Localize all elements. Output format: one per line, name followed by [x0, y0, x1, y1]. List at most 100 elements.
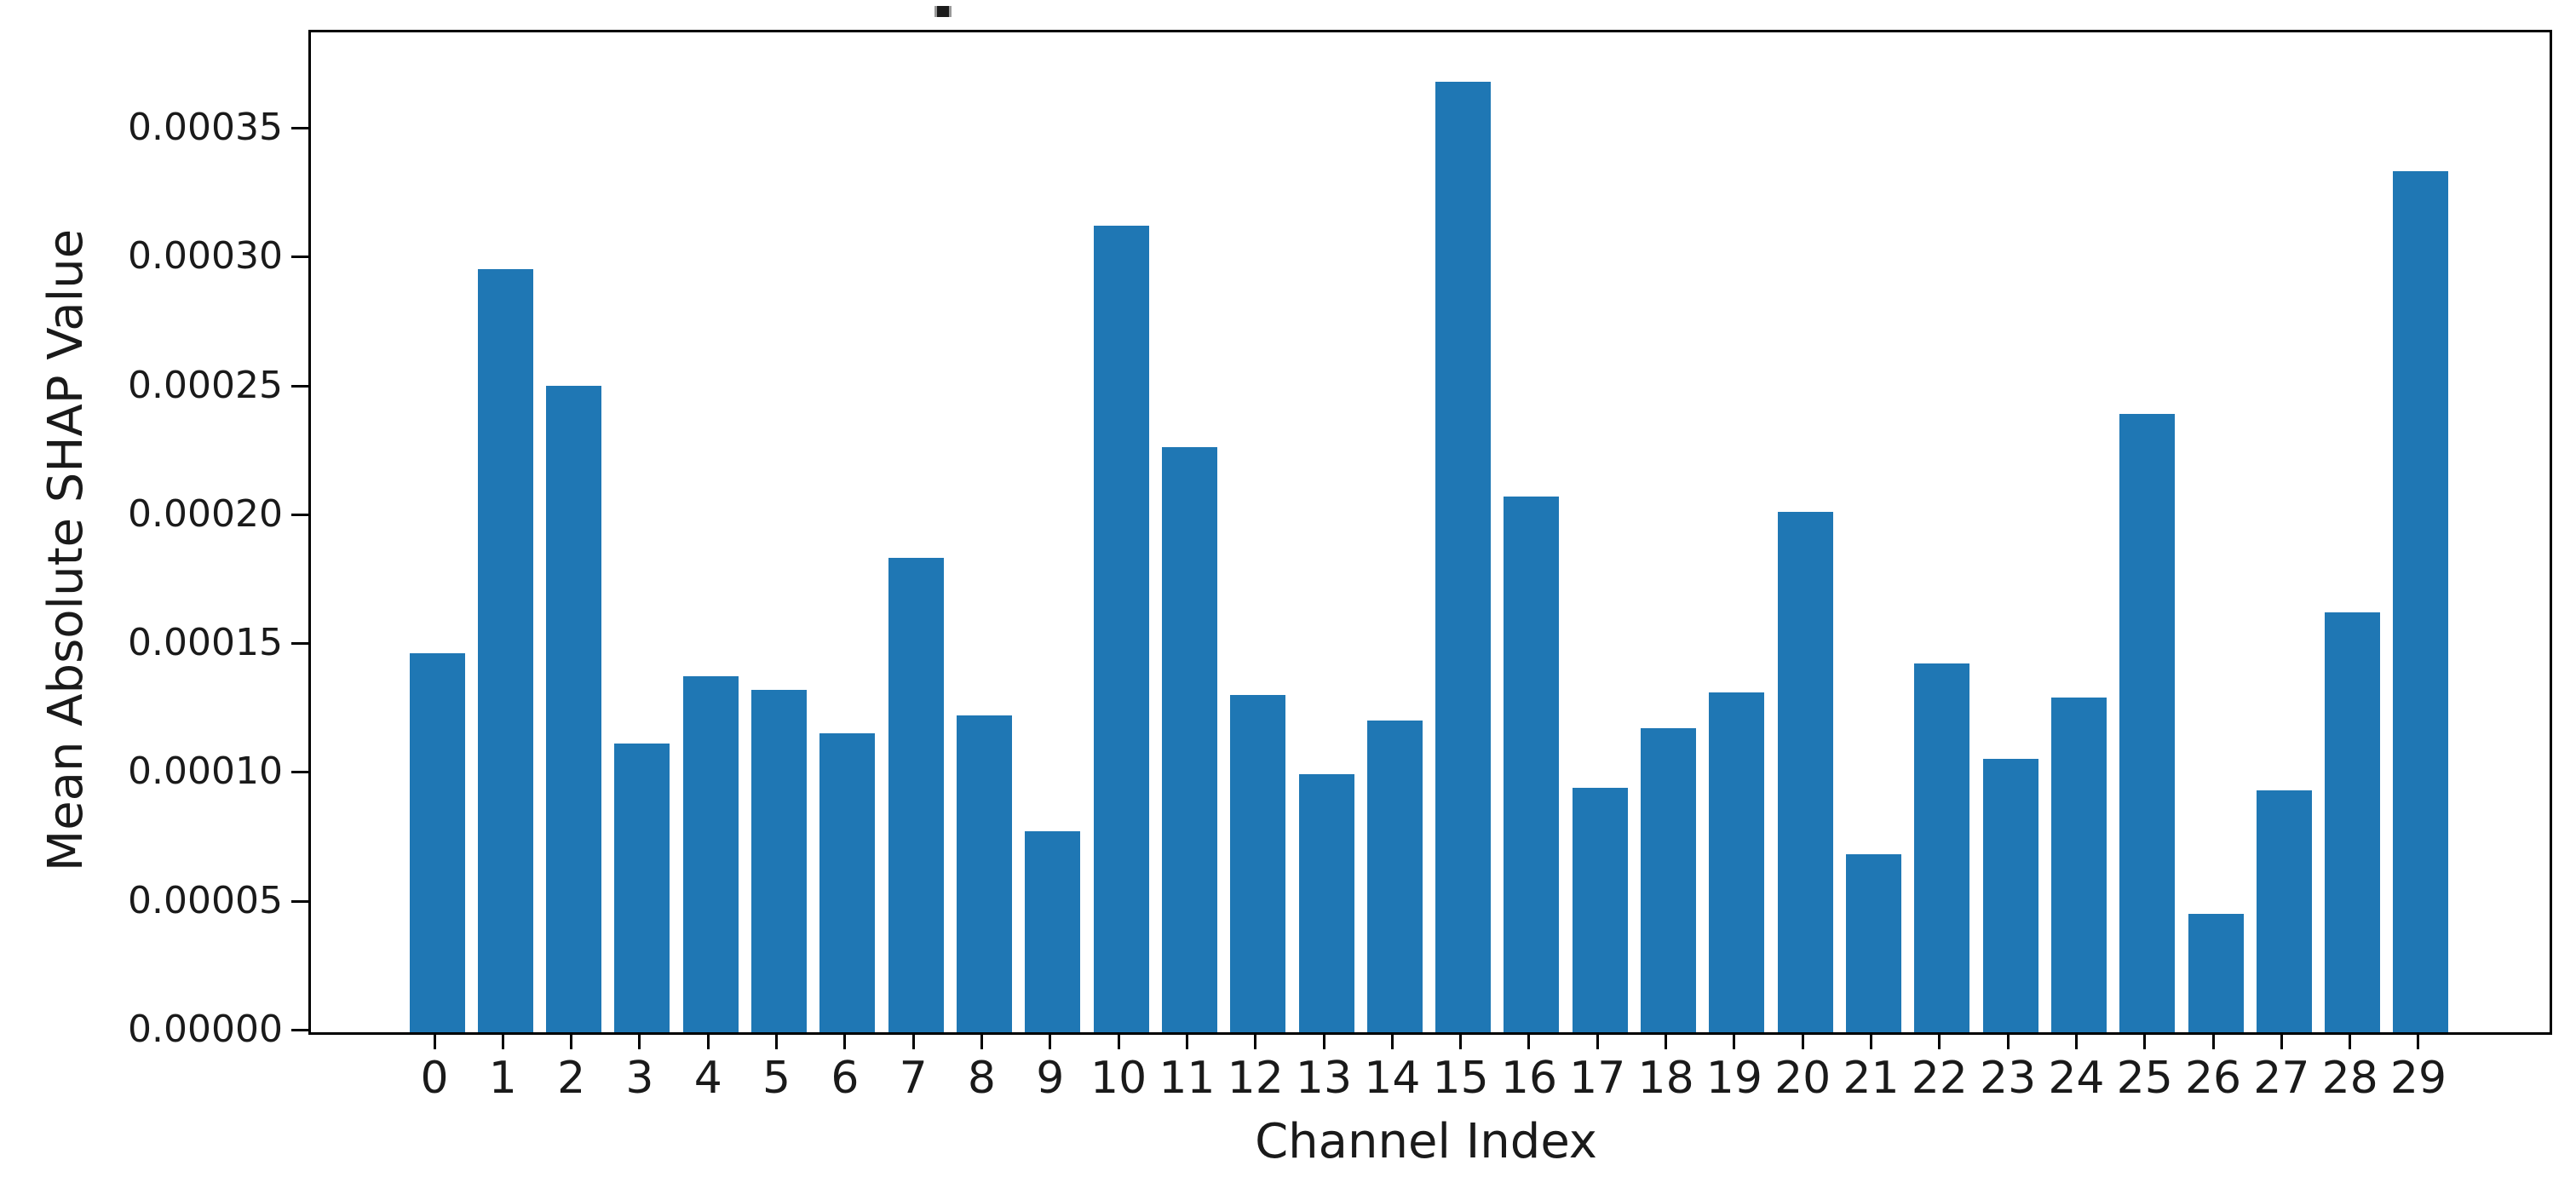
bar-channel-24 [2050, 697, 2107, 1032]
bar-channel-26 [2188, 913, 2244, 1032]
x-tick-label-10: 10 [1090, 1053, 1147, 1104]
x-tick-label-23: 23 [1980, 1053, 2037, 1104]
x-tick-mark [911, 1032, 915, 1049]
bar-channel-1 [477, 269, 533, 1032]
x-tick-mark [1185, 1032, 1188, 1049]
x-tick-mark [1117, 1032, 1120, 1049]
x-tick-label-29: 29 [2389, 1053, 2447, 1104]
x-tick-label-12: 12 [1227, 1053, 1284, 1104]
bar-channel-13 [1298, 774, 1354, 1032]
x-tick-label-0: 0 [420, 1053, 449, 1104]
x-tick-label-20: 20 [1774, 1053, 1831, 1104]
x-tick-label-3: 3 [625, 1053, 654, 1104]
x-tick-label-8: 8 [967, 1053, 997, 1104]
y-tick-mark [291, 642, 308, 646]
x-tick-mark [1665, 1032, 1668, 1049]
x-axis-label: Channel Index [1255, 1114, 1597, 1169]
x-tick-mark [433, 1032, 436, 1049]
bar-channel-23 [1982, 759, 2038, 1032]
x-tick-mark [1733, 1032, 1736, 1049]
x-tick-label-22: 22 [1911, 1053, 1968, 1104]
x-tick-label-28: 28 [2321, 1053, 2378, 1104]
x-tick-label-21: 21 [1843, 1053, 1900, 1104]
y-tick-mark [291, 384, 308, 388]
bar-channel-4 [682, 676, 739, 1032]
x-tick-mark [1596, 1032, 1599, 1049]
x-tick-mark [570, 1032, 573, 1049]
x-tick-mark [501, 1032, 504, 1049]
bar-channel-22 [1914, 663, 1970, 1032]
x-tick-label-25: 25 [2116, 1053, 2173, 1104]
y-tick-label: 0.00000 [128, 1008, 283, 1051]
bar-channel-12 [1230, 694, 1286, 1032]
x-tick-label-16: 16 [1500, 1053, 1558, 1104]
x-tick-mark [843, 1032, 847, 1049]
x-tick-label-18: 18 [1637, 1053, 1694, 1104]
y-tick-mark [291, 256, 308, 259]
bar-channel-21 [1846, 854, 1901, 1032]
x-tick-label-6: 6 [831, 1053, 860, 1104]
title-dot-mark [937, 6, 949, 17]
bar-channel-27 [2256, 790, 2312, 1032]
x-tick-mark [2143, 1032, 2147, 1049]
bar-channel-9 [1025, 831, 1081, 1032]
x-tick-mark [1938, 1032, 1941, 1049]
x-tick-label-17: 17 [1569, 1053, 1626, 1104]
bar-channel-5 [751, 689, 808, 1032]
x-tick-mark [2280, 1032, 2283, 1049]
bar-channel-29 [2393, 171, 2449, 1032]
x-tick-mark [2074, 1032, 2078, 1049]
x-tick-label-14: 14 [1364, 1053, 1421, 1104]
x-tick-mark [706, 1032, 710, 1049]
x-tick-label-5: 5 [762, 1053, 791, 1104]
bar-channel-16 [1504, 496, 1560, 1032]
bar-channel-28 [2325, 612, 2381, 1032]
x-tick-mark [1254, 1032, 1257, 1049]
y-tick-mark [291, 1029, 308, 1031]
x-tick-label-15: 15 [1432, 1053, 1489, 1104]
bar-channel-25 [2119, 413, 2176, 1032]
x-tick-label-11: 11 [1159, 1053, 1216, 1104]
x-tick-mark [1390, 1032, 1394, 1049]
x-tick-label-24: 24 [2048, 1053, 2105, 1104]
bar-channel-8 [956, 715, 1012, 1032]
y-tick-label: 0.00010 [128, 749, 283, 794]
y-tick-label: 0.00020 [128, 491, 283, 536]
y-tick-label: 0.00025 [128, 363, 283, 407]
y-tick-mark [291, 513, 308, 516]
x-tick-mark [1322, 1032, 1325, 1049]
bar-channel-19 [1709, 692, 1765, 1032]
y-tick-label: 0.00030 [128, 234, 283, 279]
x-tick-mark [638, 1032, 641, 1049]
bar-channel-3 [614, 744, 670, 1032]
x-tick-mark [2006, 1032, 2010, 1049]
x-tick-label-2: 2 [557, 1053, 586, 1104]
x-tick-mark [1870, 1032, 1872, 1049]
bar-channel-11 [1161, 447, 1217, 1032]
x-tick-label-19: 19 [1705, 1053, 1762, 1104]
bar-channel-6 [819, 733, 876, 1032]
y-tick-label: 0.00005 [128, 878, 283, 922]
x-tick-label-7: 7 [899, 1053, 928, 1104]
x-tick-mark [2211, 1032, 2215, 1049]
y-axis-label: Mean Absolute SHAP Value [38, 228, 94, 872]
bar-channel-0 [409, 653, 465, 1032]
y-tick-mark [291, 127, 308, 129]
x-tick-label-9: 9 [1036, 1053, 1065, 1104]
bar-channel-18 [1641, 727, 1697, 1032]
x-tick-mark [1049, 1032, 1052, 1049]
x-tick-mark [980, 1032, 983, 1049]
y-tick-mark [291, 899, 308, 903]
x-tick-mark [2349, 1032, 2352, 1049]
x-tick-label-1: 1 [488, 1053, 517, 1104]
x-tick-mark [1459, 1032, 1463, 1049]
bar-channel-7 [888, 558, 944, 1032]
y-tick-label: 0.00035 [128, 106, 283, 149]
x-tick-label-13: 13 [1295, 1053, 1353, 1104]
x-tick-label-4: 4 [693, 1053, 722, 1104]
plot-area [308, 30, 2552, 1035]
x-tick-label-27: 27 [2253, 1053, 2310, 1104]
x-tick-mark [1801, 1032, 1804, 1049]
x-tick-mark [2417, 1032, 2420, 1049]
